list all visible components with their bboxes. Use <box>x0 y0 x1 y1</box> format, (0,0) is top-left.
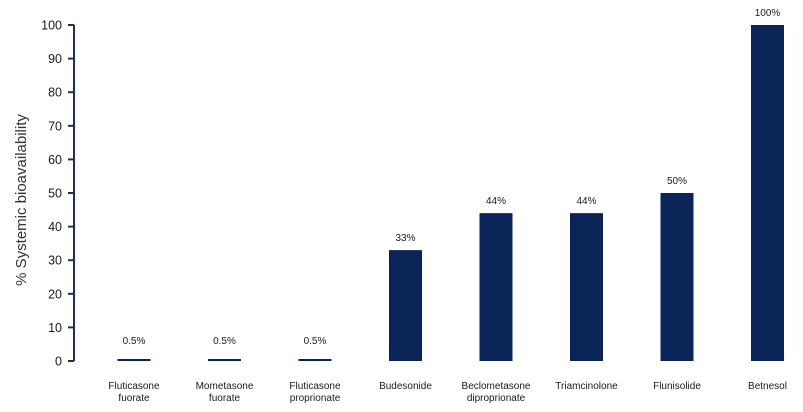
y-axis-title: % Systemic bioavailability <box>13 114 30 286</box>
x-tick-label-line: diproprionate <box>467 393 526 404</box>
x-tick-label-line: proprionate <box>290 393 341 404</box>
x-tick-label: Betnesol <box>748 381 787 392</box>
y-tick-label: 80 <box>48 86 62 100</box>
x-tick-label-line: Budesonide <box>379 381 432 392</box>
x-tick-label-line: Triamcinolone <box>555 381 618 392</box>
y-axis-ticks: 0 10 20 30 40 50 60 70 80 90 100 <box>41 19 74 369</box>
data-label: 0.5% <box>304 336 327 347</box>
bar <box>570 213 603 361</box>
bars <box>117 25 784 361</box>
y-tick-label: 90 <box>48 52 62 66</box>
x-tick-label-line: fuorate <box>118 393 150 404</box>
x-tick-label: Budesonide <box>379 381 432 392</box>
y-tick-label: 50 <box>48 187 62 201</box>
bar <box>117 359 151 361</box>
x-tick-label-line: Flunisolide <box>653 381 701 392</box>
x-tick-label-line: Fluticasone <box>289 381 341 392</box>
data-label: 0.5% <box>213 336 236 347</box>
data-label: 50% <box>667 176 687 187</box>
data-label: 44% <box>486 196 506 207</box>
x-tick-label: Flunisolide <box>653 381 701 392</box>
data-label: 44% <box>576 196 596 207</box>
x-tick-label: Beclometasone diproprionate <box>462 381 531 404</box>
bar <box>208 359 241 361</box>
y-tick-label: 20 <box>48 287 62 301</box>
x-tick-label-line: Beclometasone <box>462 381 531 392</box>
bar <box>751 25 784 361</box>
y-tick-label: 70 <box>48 119 62 133</box>
x-tick-label: Fluticasone fuorate <box>108 381 160 404</box>
data-label: 33% <box>395 233 415 244</box>
y-tick-label: 100 <box>41 19 62 33</box>
x-tick-label: Triamcinolone <box>555 381 618 392</box>
x-tick-label-line: fuorate <box>209 393 241 404</box>
y-tick-label: 30 <box>48 254 62 268</box>
y-tick-label: 10 <box>48 321 62 335</box>
y-tick-label: 40 <box>48 220 62 234</box>
y-tick-label: 60 <box>48 153 62 167</box>
bar <box>479 213 513 361</box>
data-label: 100% <box>755 8 781 19</box>
x-tick-label-line: Betnesol <box>748 381 787 392</box>
bar <box>389 250 422 361</box>
data-labels: 0.5% 0.5% 0.5% 33% 44% 44% 50% 100% <box>123 8 781 347</box>
bar <box>298 359 332 361</box>
bar <box>660 193 694 361</box>
x-tick-label-line: Fluticasone <box>108 381 160 392</box>
data-label: 0.5% <box>123 336 146 347</box>
x-tick-label: Fluticasone proprionate <box>289 381 341 404</box>
y-tick-label: 0 <box>55 355 62 369</box>
x-tick-label: Mometasone fuorate <box>196 381 254 404</box>
x-tick-label-line: Mometasone <box>196 381 254 392</box>
